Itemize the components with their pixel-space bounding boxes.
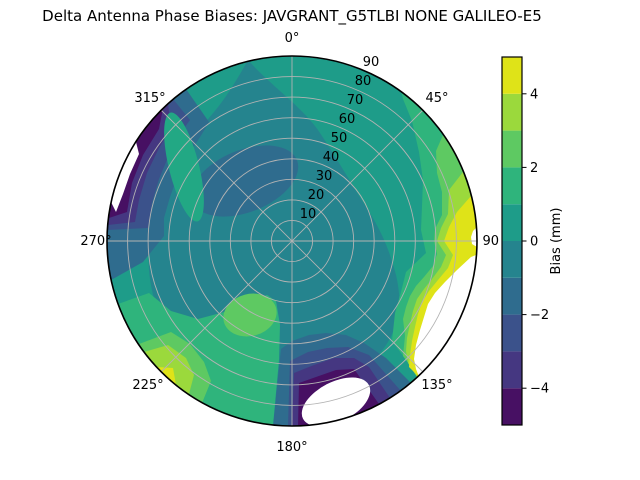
colorbar-band-6 <box>502 167 522 205</box>
theta-label-135: 135° <box>421 378 452 393</box>
colorbar-ticks <box>522 93 527 389</box>
masked-region-right-small <box>471 228 477 247</box>
colorbar-band-5 <box>502 204 522 241</box>
cbar-tick-m4: −4 <box>530 382 549 397</box>
r-label-40: 40 <box>323 150 340 165</box>
colorbar-band-8 <box>502 93 522 131</box>
theta-label-270: 270° <box>80 234 111 249</box>
theta-label-0: 0° <box>285 31 300 46</box>
contour-blob-light-green <box>223 293 277 337</box>
masked-region-right-rim <box>414 255 476 377</box>
r-label-80: 80 <box>355 74 372 89</box>
contour-blob-blue-center <box>191 145 299 217</box>
colorbar-band-3 <box>502 277 522 315</box>
colorbar-band-1 <box>502 351 522 389</box>
colorbar-tick-labels: 4 2 0 −2 −4 <box>530 87 549 396</box>
masked-region-left-rim <box>111 142 139 212</box>
cbar-tick-4: 4 <box>530 87 538 102</box>
colorbar-band-9 <box>502 57 522 94</box>
r-label-60: 60 <box>339 112 356 127</box>
angular-tick-labels: 0° 45° 90 135° 180° 225° 270° 315° <box>80 31 499 455</box>
cbar-tick-m2: −2 <box>530 308 549 323</box>
polar-grid-spokes <box>107 56 477 426</box>
contour-wedge-teal-green <box>164 112 204 222</box>
r-label-70: 70 <box>347 93 364 108</box>
polar-axis-rim <box>106 55 478 427</box>
r-label-10: 10 <box>300 207 317 222</box>
colorbar-band-4 <box>502 241 522 278</box>
cbar-tick-0: 0 <box>530 235 538 250</box>
masked-region-bottom-ellipse <box>301 377 371 426</box>
r-label-90: 90 <box>363 55 380 70</box>
r-label-30: 30 <box>316 169 333 184</box>
theta-label-90: 90 <box>482 234 499 249</box>
theta-label-315: 315° <box>134 91 165 106</box>
chart-title: Delta Antenna Phase Biases: JAVGRANT_G5T… <box>42 7 542 26</box>
contour-field <box>107 56 477 426</box>
cbar-tick-2: 2 <box>530 161 538 176</box>
r-label-50: 50 <box>331 131 348 146</box>
theta-label-45: 45° <box>425 91 448 106</box>
colorbar-band-0 <box>502 388 522 425</box>
r-label-20: 20 <box>308 188 325 203</box>
colorbar: 4 2 0 −2 −4 Bias (mm) <box>501 56 564 426</box>
colorbar-band-2 <box>502 314 522 352</box>
theta-label-225: 225° <box>132 378 163 393</box>
colorbar-axis-label: Bias (mm) <box>549 208 564 275</box>
theta-label-180: 180° <box>276 440 307 455</box>
colorbar-band-7 <box>502 130 522 168</box>
radial-tick-labels: 10 20 30 40 50 60 70 80 90 <box>300 55 380 222</box>
